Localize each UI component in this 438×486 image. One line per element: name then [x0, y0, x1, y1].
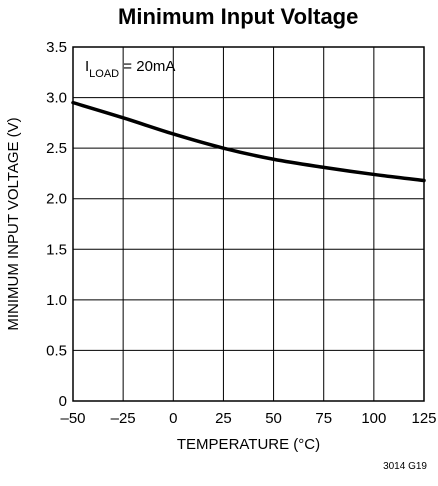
y-tick-label: 3.5 [46, 39, 67, 56]
y-tick-label: 0 [59, 393, 67, 410]
load-annotation: ILOAD = 20mA [85, 58, 175, 80]
x-tick-label: 125 [411, 410, 436, 427]
plot-frame [72, 46, 425, 402]
y-axis-label: MINIMUM INPUT VOLTAGE (V) [5, 117, 22, 330]
x-tick-label: 0 [169, 410, 177, 427]
series-line [71, 100, 426, 183]
x-tick-label: 50 [265, 410, 282, 427]
annotation-suffix: = 20mA [119, 58, 175, 75]
y-axis-ticks: 0 0.5 1.0 1.5 2.0 2.5 3.0 3.5 [46, 39, 67, 410]
x-tick-label: –50 [60, 410, 85, 427]
x-tick-label: 100 [361, 410, 386, 427]
y-tick-label: 1.5 [46, 241, 67, 258]
y-tick-label: 3.0 [46, 90, 67, 107]
series-layer [71, 100, 426, 183]
x-tick-label: –25 [111, 410, 136, 427]
x-tick-label: 25 [215, 410, 232, 427]
y-tick-label: 0.5 [46, 342, 67, 359]
x-tick-label: 75 [315, 410, 332, 427]
plot-border [72, 46, 425, 402]
y-tick-label: 2.5 [46, 140, 67, 157]
x-axis-ticks: –50 –25 0 25 50 75 100 125 [60, 410, 436, 427]
annotation-subscript: LOAD [89, 68, 119, 80]
y-tick-label: 2.0 [46, 191, 67, 208]
chart-title: Minimum Input Voltage [118, 4, 359, 29]
figure-reference: 3014 G19 [383, 461, 427, 472]
grid-lines [73, 47, 424, 401]
annotation-prefix: I [85, 58, 89, 75]
y-tick-label: 1.0 [46, 292, 67, 309]
x-axis-label: TEMPERATURE (°C) [177, 436, 320, 453]
